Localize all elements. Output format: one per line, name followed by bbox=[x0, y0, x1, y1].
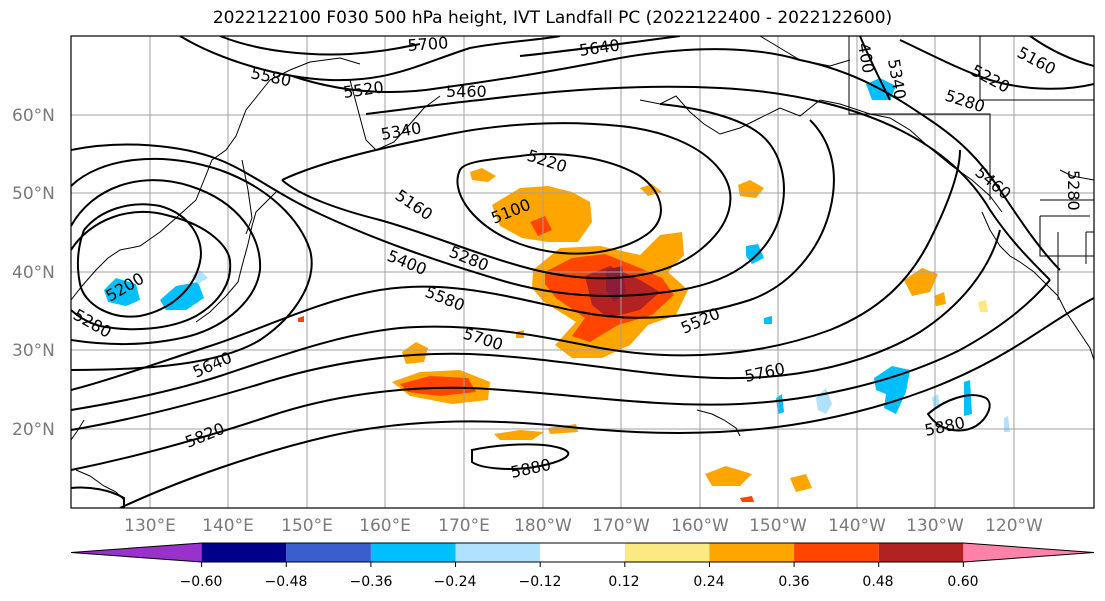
lon-label: 140°E bbox=[202, 516, 254, 536]
colorbar bbox=[70, 542, 1095, 563]
lat-label: 60°N bbox=[12, 106, 55, 126]
colorbar-tick-label: 0.60 bbox=[947, 574, 978, 590]
lon-label: 150°E bbox=[281, 516, 333, 536]
map-plot-area: 5700 5640 5580 5520 5460 5340 5220 5160 … bbox=[71, 33, 1094, 508]
contour-label: 5280 bbox=[1064, 170, 1083, 211]
lat-label: 20°N bbox=[12, 420, 55, 440]
ivt-shading bbox=[104, 78, 1010, 502]
colorbar-segment bbox=[370, 543, 456, 562]
lat-label: 40°N bbox=[12, 263, 55, 283]
colorbar-segment bbox=[963, 543, 1094, 562]
colorbar-tick-label: −0.36 bbox=[350, 574, 393, 590]
lat-label: 50°N bbox=[12, 184, 55, 204]
lon-label: 130°E bbox=[124, 516, 176, 536]
colorbar-tick-label: 0.36 bbox=[778, 574, 809, 590]
lon-label: 180°W bbox=[514, 516, 572, 536]
colorbar-tick-label: −0.60 bbox=[180, 574, 223, 590]
lon-label: 130°W bbox=[906, 516, 964, 536]
colorbar-segment bbox=[201, 543, 287, 562]
colorbar-tick-label: −0.12 bbox=[519, 574, 562, 590]
contour-label: 5460 bbox=[446, 82, 487, 101]
colorbar-segment bbox=[709, 543, 795, 562]
contour-label: 5640 bbox=[578, 35, 621, 59]
colorbar-segment bbox=[624, 543, 710, 562]
colorbar-segment bbox=[878, 543, 964, 562]
colorbar-segment bbox=[794, 543, 879, 562]
lon-label: 120°W bbox=[985, 516, 1043, 536]
colorbar-tick-label: −0.24 bbox=[434, 574, 477, 590]
latitude-labels: 60°N 50°N 40°N 30°N 20°N bbox=[12, 106, 55, 440]
lon-label: 160°E bbox=[359, 516, 411, 536]
colorbar-ticks: −0.60 −0.48 −0.36 −0.24 −0.12 0.12 0.24 … bbox=[180, 562, 979, 590]
lon-label: 170°W bbox=[592, 516, 650, 536]
colorbar-segment bbox=[455, 543, 541, 562]
lon-label: 150°W bbox=[749, 516, 807, 536]
contour-label: 5700 bbox=[407, 33, 449, 55]
colorbar-tick-label: 0.24 bbox=[693, 574, 724, 590]
longitude-labels: 130°E 140°E 150°E 160°E 170°E 180°W 170°… bbox=[124, 516, 1043, 536]
lat-label: 30°N bbox=[12, 341, 55, 361]
lon-label: 170°E bbox=[438, 516, 490, 536]
lon-label: 140°W bbox=[828, 516, 886, 536]
colorbar-tick-label: 0.48 bbox=[862, 574, 893, 590]
height-contours bbox=[71, 36, 1094, 508]
lon-label: 160°W bbox=[671, 516, 729, 536]
colorbar-tick-label: 0.12 bbox=[608, 574, 639, 590]
colorbar-segment bbox=[71, 543, 202, 562]
plot-frame bbox=[70, 35, 1095, 509]
colorbar-segment bbox=[286, 543, 371, 562]
colorbar-tick-label: −0.48 bbox=[265, 574, 308, 590]
map-title: 2022122100 F030 500 hPa height, IVT Land… bbox=[212, 8, 893, 28]
colorbar-segment bbox=[540, 543, 625, 562]
